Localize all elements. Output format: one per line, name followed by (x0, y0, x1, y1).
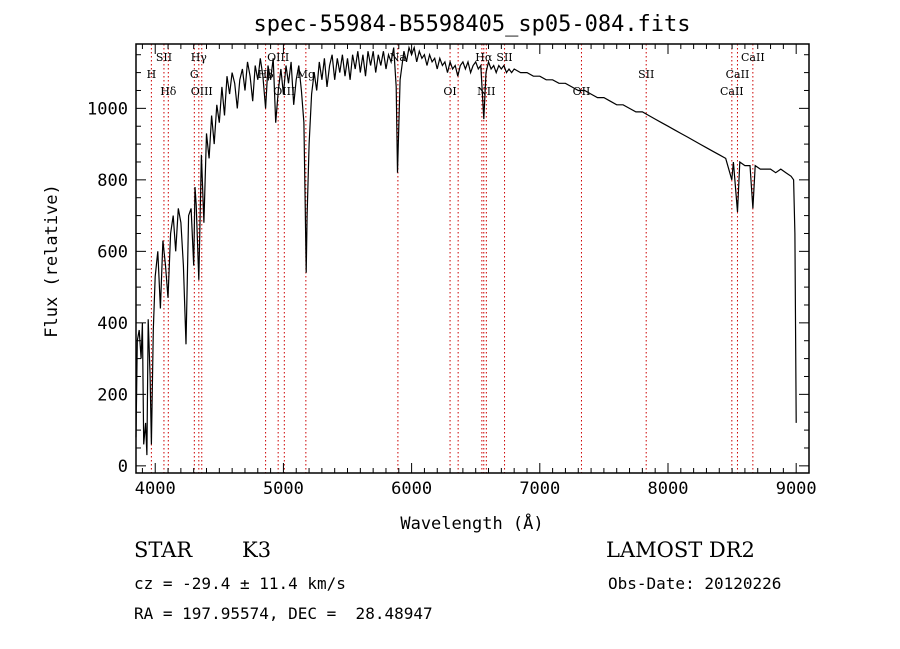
y-tick-label: 800 (97, 171, 128, 191)
redshift-text: cz = -29.4 ± 11.4 km/s (134, 574, 346, 593)
y-axis-label: Flux (relative) (42, 184, 62, 338)
object-class: STAR (134, 538, 193, 562)
x-tick-label: 5000 (263, 479, 304, 499)
line-label: OIII (191, 85, 213, 98)
y-tick-label: 1000 (87, 99, 128, 119)
y-tick-label: 600 (97, 242, 128, 262)
chart-title: spec-55984-B5598405_sp05-084.fits (253, 12, 690, 37)
survey-name: LAMOST DR2 (606, 538, 755, 562)
line-label: Hγ (191, 51, 208, 64)
line-label: CaII (741, 51, 765, 64)
line-label: CaII (726, 68, 750, 81)
line-label: G (190, 68, 199, 81)
line-label: SII (638, 68, 654, 81)
line-label: SII (496, 51, 512, 64)
x-tick-label: 6000 (391, 479, 432, 499)
y-tick-label: 0 (118, 457, 128, 477)
obs-date-text: Obs-Date: 20120226 (608, 574, 782, 593)
y-tick-label: 200 (97, 385, 128, 405)
x-tick-label: 8000 (648, 479, 689, 499)
line-label: OII (573, 85, 591, 98)
line-label: Mg (297, 68, 315, 81)
line-label: H (147, 68, 157, 81)
x-tick-label: 9000 (776, 479, 817, 499)
line-label: SII (156, 51, 172, 64)
line-label: Hδ (160, 85, 177, 98)
line-label: CaII (720, 85, 744, 98)
x-axis-label: Wavelength (Å) (400, 512, 543, 534)
spectrum-line (135, 45, 797, 456)
line-label: OI (443, 85, 456, 98)
line-markers (150, 44, 754, 473)
line-label: Hα (475, 51, 493, 64)
line-label: NII (477, 85, 495, 98)
x-tick-label: 7000 (519, 479, 560, 499)
x-axis-ticks: 4000 5000 6000 7000 8000 9000 (135, 44, 817, 499)
plot-frame (135, 43, 810, 474)
coords-text: RA = 197.95574, DEC = 28.48947 (134, 604, 433, 623)
x-tick-label: 4000 (135, 479, 176, 499)
y-axis-ticks: 0 200 400 600 800 1000 (87, 54, 809, 477)
object-subclass: K3 (242, 538, 272, 562)
line-label: OIII (267, 51, 289, 64)
y-tick-label: 400 (97, 314, 128, 334)
